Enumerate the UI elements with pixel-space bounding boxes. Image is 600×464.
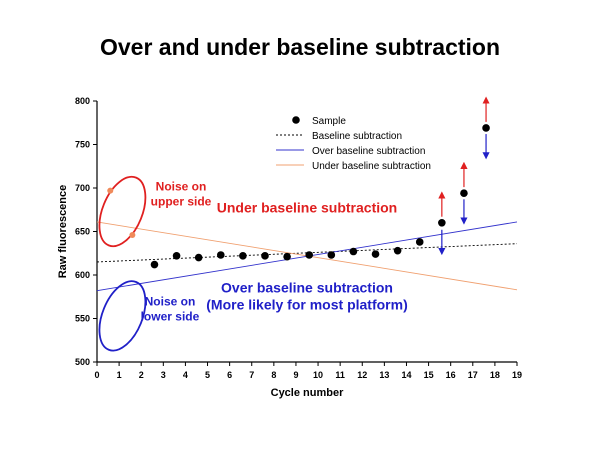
x-tick-label: 15 [424,370,434,380]
y-tick-label: 500 [75,357,90,367]
sample-point [216,251,225,259]
y-tick-label: 750 [75,140,90,150]
sample-point [415,238,424,246]
x-tick-label: 7 [249,370,254,380]
x-tick-label: 16 [446,370,456,380]
x-axis-label: Cycle number [271,387,344,399]
sample-point [172,252,181,260]
sample-point [482,124,490,132]
x-tick-label: 18 [490,370,500,380]
sample-point [283,252,291,261]
x-tick-label: 6 [227,370,232,380]
sample-point [460,189,468,198]
annotation-text: (More likely for most platform) [206,296,407,312]
x-tick-label: 17 [468,370,478,380]
x-tick-label: 19 [512,370,522,380]
y-axis-label: Raw fluorescence [57,185,69,279]
noise-point [129,231,136,238]
x-tick-label: 5 [205,370,210,380]
x-tick-label: 1 [117,370,122,380]
x-tick-label: 0 [94,370,99,380]
sample-point [371,250,380,258]
y-tick-label: 550 [75,314,90,324]
y-tick-label: 650 [75,227,90,237]
sample-point [438,219,446,227]
sample-point [327,251,336,259]
annotation-text: Noise on [156,180,207,194]
sample-point [349,247,358,256]
annotation-text: Noise on [145,294,196,308]
x-tick-label: 14 [401,370,411,380]
x-tick-label: 9 [293,370,298,380]
x-tick-label: 13 [379,370,389,380]
legend-label: Sample [312,116,346,127]
y-tick-label: 600 [75,270,90,280]
legend-label: Over baseline subtraction [312,146,425,157]
x-tick-label: 10 [313,370,323,380]
sample-point [194,253,203,262]
x-tick-label: 12 [357,370,367,380]
annotation-text: lower side [141,309,200,323]
sample-point [150,260,159,269]
x-tick-label: 4 [183,370,188,380]
x-tick-label: 8 [271,370,276,380]
sample-point [239,252,247,260]
legend-label: Under baseline subtraction [312,161,431,172]
noise-point [107,187,114,194]
page-title: Over and under baseline subtraction [99,34,501,60]
legend-label: Baseline subtraction [312,131,402,142]
x-tick-label: 3 [161,370,166,380]
x-tick-label: 2 [139,370,144,380]
annotation-text: upper side [151,195,212,209]
annotation-text: Over baseline subtraction [221,279,393,295]
noise-ellipse [98,175,147,248]
legend-marker [292,116,300,124]
annotation-text: Under baseline subtraction [217,199,397,215]
sample-point [305,251,314,259]
sample-point [261,252,269,260]
sample-point [393,246,402,255]
y-tick-label: 800 [75,96,90,106]
y-tick-label: 700 [75,183,90,193]
noise-ellipse [98,280,147,352]
x-tick-label: 11 [335,370,345,380]
